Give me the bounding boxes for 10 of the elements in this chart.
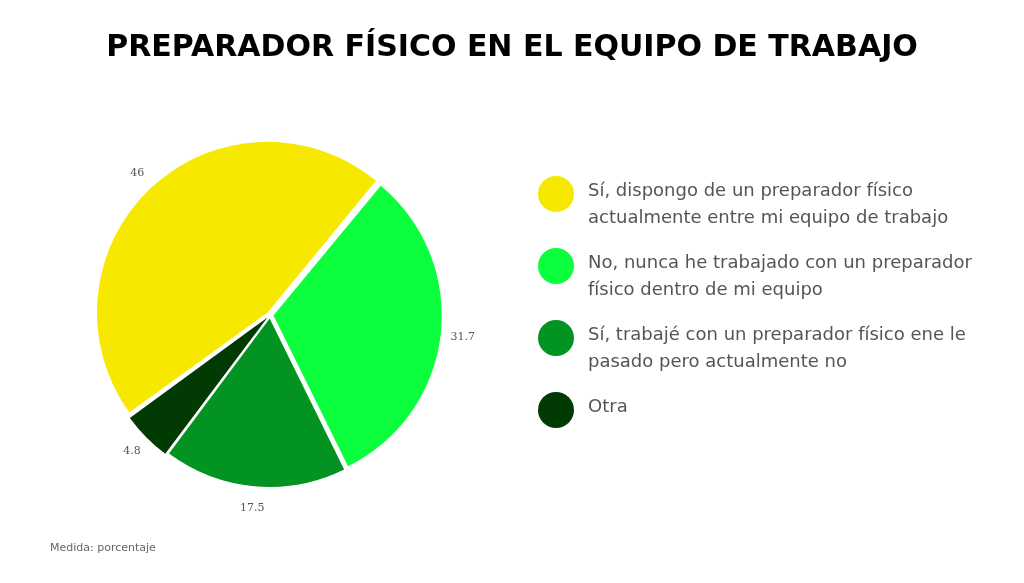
legend-label: Sí, trabajé con un preparador físico ene le pasado pero actualmente no (588, 322, 967, 373)
data-label: 31.7 (450, 330, 475, 344)
data-label: 17.5 (240, 501, 265, 515)
text: Medida: porcentaje (50, 541, 156, 554)
data-label: 4.8 (123, 444, 141, 458)
legend-label: No, nunca he trabajado con un preparador físico dentro de mi equipo (588, 250, 973, 301)
legend-label: Sí, dispongo de un preparador físico actualmente entre mi equipo de trabajo (588, 178, 950, 229)
legend-label: Otra (588, 394, 628, 418)
data-label: 46 (130, 166, 145, 180)
chart-title: PREPARADOR FÍSICO EN EL EQUIPO DE TRABAJO (105, 28, 919, 63)
